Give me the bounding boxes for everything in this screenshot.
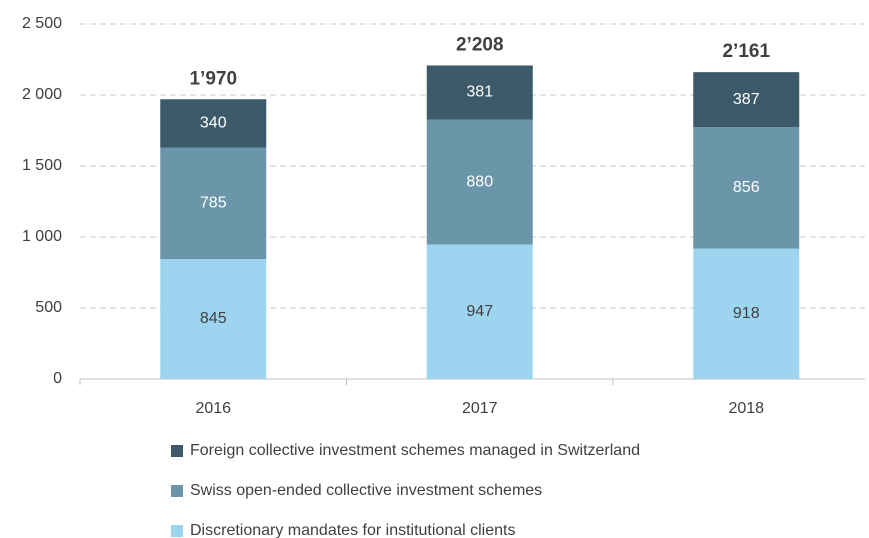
total-label: 2’208	[456, 34, 504, 55]
value-label: 880	[466, 173, 493, 190]
bar-segment	[693, 72, 800, 128]
y-tick-label: 2 500	[22, 15, 62, 32]
value-label: 845	[200, 310, 227, 327]
bar-segment	[160, 99, 267, 148]
y-tick-label: 0	[53, 370, 62, 387]
legend-swatch	[171, 525, 183, 537]
value-label: 785	[200, 194, 227, 211]
value-label: 340	[200, 115, 227, 132]
value-label: 918	[733, 305, 760, 322]
bar-segment	[426, 244, 533, 379]
bar-segment	[426, 119, 533, 245]
value-label: 856	[733, 179, 760, 196]
x-tick-label: 2018	[728, 400, 764, 417]
value-label: 947	[466, 303, 493, 320]
x-tick-label: 2017	[462, 400, 498, 417]
legend-label: Discretionary mandates for institutional…	[190, 522, 515, 538]
legend-swatch	[171, 485, 183, 497]
y-tick-label: 1 500	[22, 157, 62, 174]
bar-segment	[160, 259, 267, 379]
legend-label: Foreign collective investment schemes ma…	[190, 442, 640, 459]
bar-segment	[693, 248, 800, 379]
total-label: 2’161	[722, 41, 770, 62]
y-tick-label: 2 000	[22, 86, 62, 103]
y-tick-label: 1 000	[22, 228, 62, 245]
legend-swatch	[171, 445, 183, 457]
bar-segment	[160, 147, 267, 260]
legend-label: Swiss open-ended collective investment s…	[190, 482, 542, 499]
bar-segment	[426, 65, 533, 120]
y-tick-label: 500	[35, 299, 62, 316]
total-label: 1’970	[189, 68, 237, 89]
value-label: 387	[733, 91, 760, 108]
bar-segment	[693, 127, 800, 249]
value-label: 381	[466, 84, 493, 101]
x-tick-label: 2016	[195, 400, 231, 417]
